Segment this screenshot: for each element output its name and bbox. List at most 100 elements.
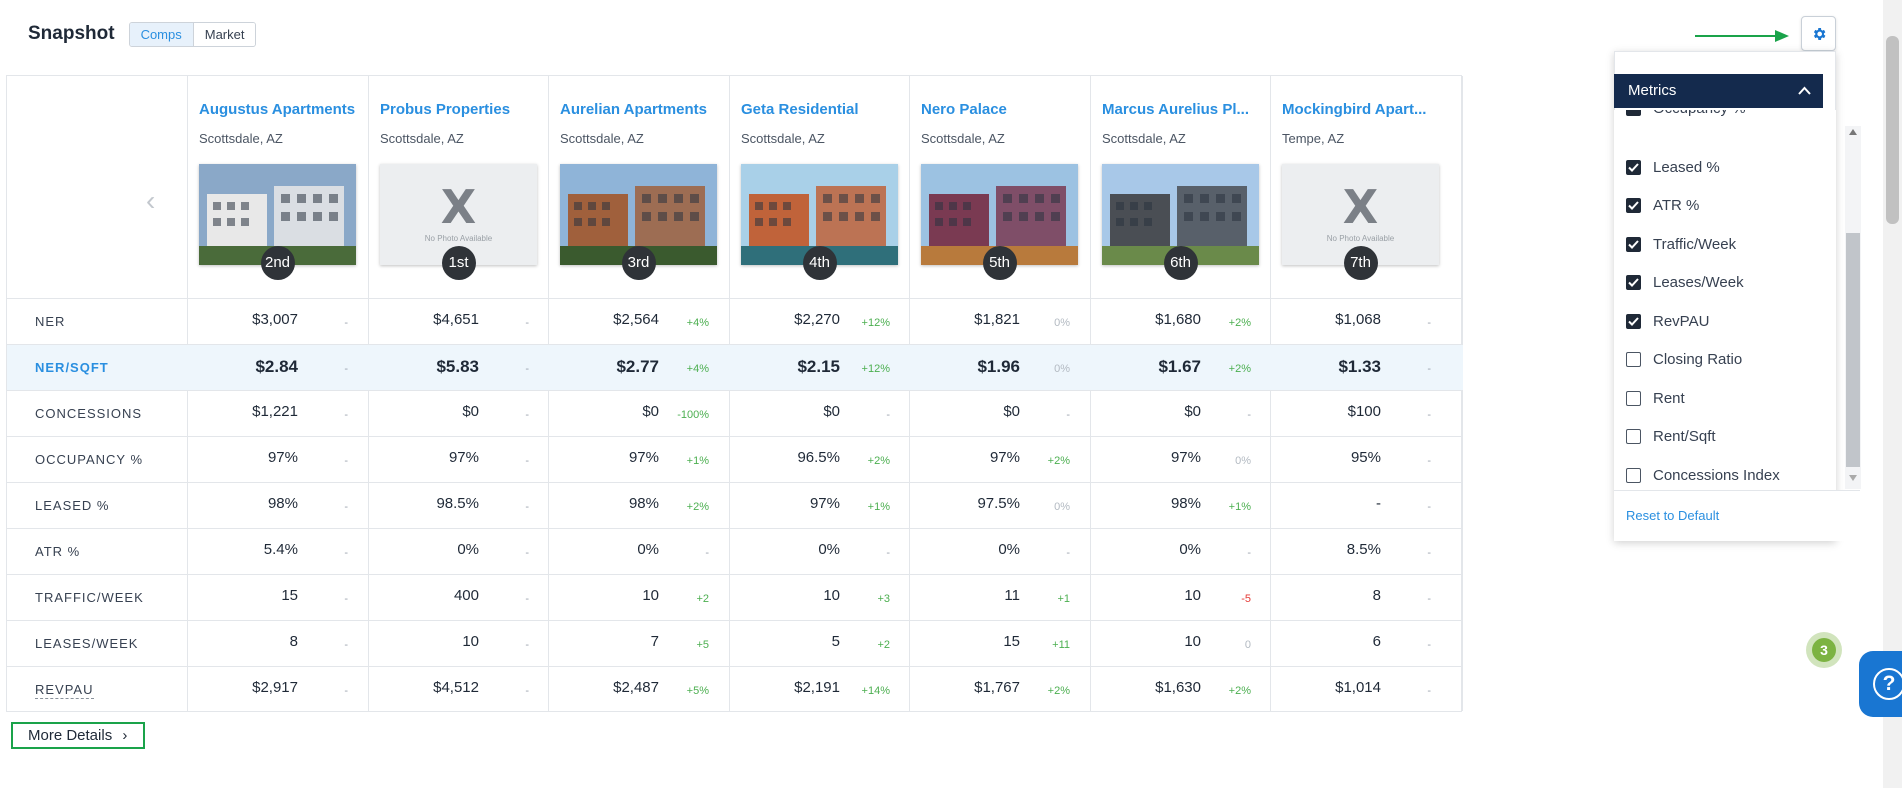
checkbox-checked[interactable] (1626, 159, 1641, 175)
property-name-link[interactable]: Mockingbird Apart... (1282, 101, 1427, 118)
tab-market[interactable]: Market (193, 22, 256, 46)
property-name-link[interactable]: Nero Palace (921, 101, 1007, 118)
metric-change: -100% (677, 409, 709, 421)
property-column: Aurelian Apartments Scottsdale, AZ 3rd (549, 76, 730, 711)
page-scrollbar-thumb[interactable] (1886, 36, 1899, 224)
property-name-link[interactable]: Probus Properties (380, 101, 511, 118)
checkbox-unchecked[interactable] (1626, 467, 1641, 483)
checkbox-unchecked[interactable] (1626, 390, 1641, 406)
metric-change: 0% (1235, 455, 1251, 467)
metric-value: $2.84 (255, 357, 298, 376)
metric-change: +2% (1228, 685, 1251, 697)
metric-option[interactable]: Occupancy % (1626, 110, 1746, 120)
gear-icon (1813, 27, 1825, 40)
metrics-scrollbar-thumb[interactable] (1846, 233, 1860, 467)
metric-row-label[interactable]: REVPAU (35, 682, 94, 699)
metric-change: - (1247, 547, 1251, 559)
metric-value: $4,512 (433, 679, 479, 696)
reset-to-default-link[interactable]: Reset to Default (1626, 508, 1720, 523)
comps-table: ‹ Augustus Apartments Scottsdale, AZ 2nd Pr… (6, 75, 1463, 712)
metric-option[interactable]: Closing Ratio (1626, 348, 1742, 372)
metric-value: 0% (1179, 541, 1201, 558)
property-column: Mockingbird Apart... Tempe, AZ X No Photo A… (1271, 76, 1463, 711)
metric-value: 95% (1350, 449, 1381, 466)
checkbox-unchecked[interactable] (1626, 352, 1641, 367)
metric-option[interactable]: Traffic/Week (1626, 232, 1736, 256)
metric-value: 97% (989, 449, 1020, 466)
metric-change: 0 (1244, 639, 1251, 651)
property-name-link[interactable]: Augustus Apartments (199, 101, 356, 118)
metric-value: 98.5% (436, 495, 479, 512)
metric-value: $1,014 (1335, 679, 1381, 696)
checkbox-checked[interactable] (1626, 275, 1641, 290)
metric-row: NER/SQFT $2.84 - $5.83 - $2.77 +4% $2.15 +12% $1.… (7, 344, 1463, 390)
metric-change: - (344, 685, 348, 697)
checkbox-checked[interactable] (1626, 313, 1641, 329)
metric-value: 10 (1184, 587, 1201, 604)
metric-option[interactable]: Rent (1626, 386, 1685, 410)
metric-change: - (1427, 593, 1431, 605)
building-photo-icon (560, 164, 717, 265)
metric-option[interactable]: Concessions Index (1626, 463, 1780, 487)
property-location: Tempe, AZ (1282, 131, 1345, 146)
metric-option-label: Traffic/Week (1653, 235, 1737, 253)
metrics-header[interactable]: Metrics (1614, 74, 1823, 108)
metric-change: +5% (686, 685, 709, 697)
metric-change: - (886, 409, 890, 421)
metric-value: 6 (1372, 633, 1381, 650)
property-column: Augustus Apartments Scottsdale, AZ 2nd (188, 76, 369, 711)
metric-value: $3,007 (252, 311, 298, 328)
metric-change: - (1247, 409, 1251, 421)
property-photo[interactable] (560, 164, 717, 265)
metric-option[interactable]: ATR % (1626, 194, 1699, 218)
metric-option[interactable]: Leased % (1626, 155, 1720, 179)
metric-change: - (344, 317, 348, 329)
metric-value: $1.67 (1158, 357, 1201, 376)
tab-comps[interactable]: Comps (129, 22, 194, 46)
rank-badge: 5th (982, 246, 1017, 280)
metric-option[interactable]: Rent/Sqft (1626, 425, 1716, 449)
property-name-link[interactable]: Aurelian Apartments (560, 101, 707, 118)
checkbox-unchecked[interactable] (1626, 429, 1641, 444)
metric-option[interactable]: Leases/Week (1626, 271, 1744, 295)
metric-change: -5 (1241, 593, 1251, 605)
metric-value: 98% (267, 495, 298, 512)
metric-option-label: ATR % (1653, 197, 1700, 214)
metric-change: +2 (877, 639, 890, 651)
metric-option-label: Rent/Sqft (1653, 428, 1716, 445)
check-icon (1628, 162, 1639, 172)
chevron-left-icon[interactable]: ‹ (146, 185, 156, 216)
metric-option[interactable]: RevPAU (1626, 309, 1709, 333)
scroll-up-icon[interactable] (1848, 128, 1858, 136)
metric-change: +12% (861, 317, 890, 329)
scroll-down-icon[interactable] (1848, 474, 1858, 482)
settings-button[interactable] (1801, 16, 1836, 51)
property-location: Scottsdale, AZ (1102, 131, 1186, 146)
property-photo[interactable] (921, 164, 1078, 265)
checkbox-checked[interactable] (1626, 236, 1641, 252)
metric-row-label: CONCESSIONS (35, 406, 143, 421)
metric-row-label: LEASES/WEEK (35, 636, 139, 651)
metric-value: $5.83 (436, 357, 479, 376)
metric-change: +2% (1047, 455, 1070, 467)
metric-value: 15 (1003, 633, 1020, 650)
property-name-link[interactable]: Geta Residential (741, 101, 859, 118)
metric-change: - (1427, 639, 1431, 651)
property-name-link[interactable]: Marcus Aurelius Pl... (1102, 101, 1249, 118)
label-column: ‹ (7, 76, 188, 711)
help-button[interactable]: ? (1859, 651, 1902, 717)
metric-row: CONCESSIONS $1,221 - $0 - $0 -100% $0 - $0 - $0 - $10… (7, 390, 1463, 436)
metric-change: - (525, 363, 529, 375)
no-photo-icon: X (1342, 180, 1379, 234)
metric-row: OCCUPANCY % 97% - 97% - 97% +1% 96.5% +2% 97% +2% 9… (7, 436, 1463, 482)
metric-option-label: RevPAU (1653, 312, 1710, 330)
metric-change: - (344, 593, 348, 605)
checkbox[interactable] (1626, 110, 1641, 116)
property-column: Probus Properties Scottsdale, AZ X No Photo… (369, 76, 549, 711)
metric-change: +4% (686, 363, 709, 375)
more-details-button[interactable]: More Details › (11, 722, 145, 749)
metric-row: NER $3,007 - $4,651 - $2,564 +4% $2,270 +12% $1,8… (7, 298, 1463, 344)
metric-change: +1% (686, 455, 709, 467)
check-icon (1628, 316, 1639, 326)
checkbox-checked[interactable] (1626, 198, 1641, 213)
